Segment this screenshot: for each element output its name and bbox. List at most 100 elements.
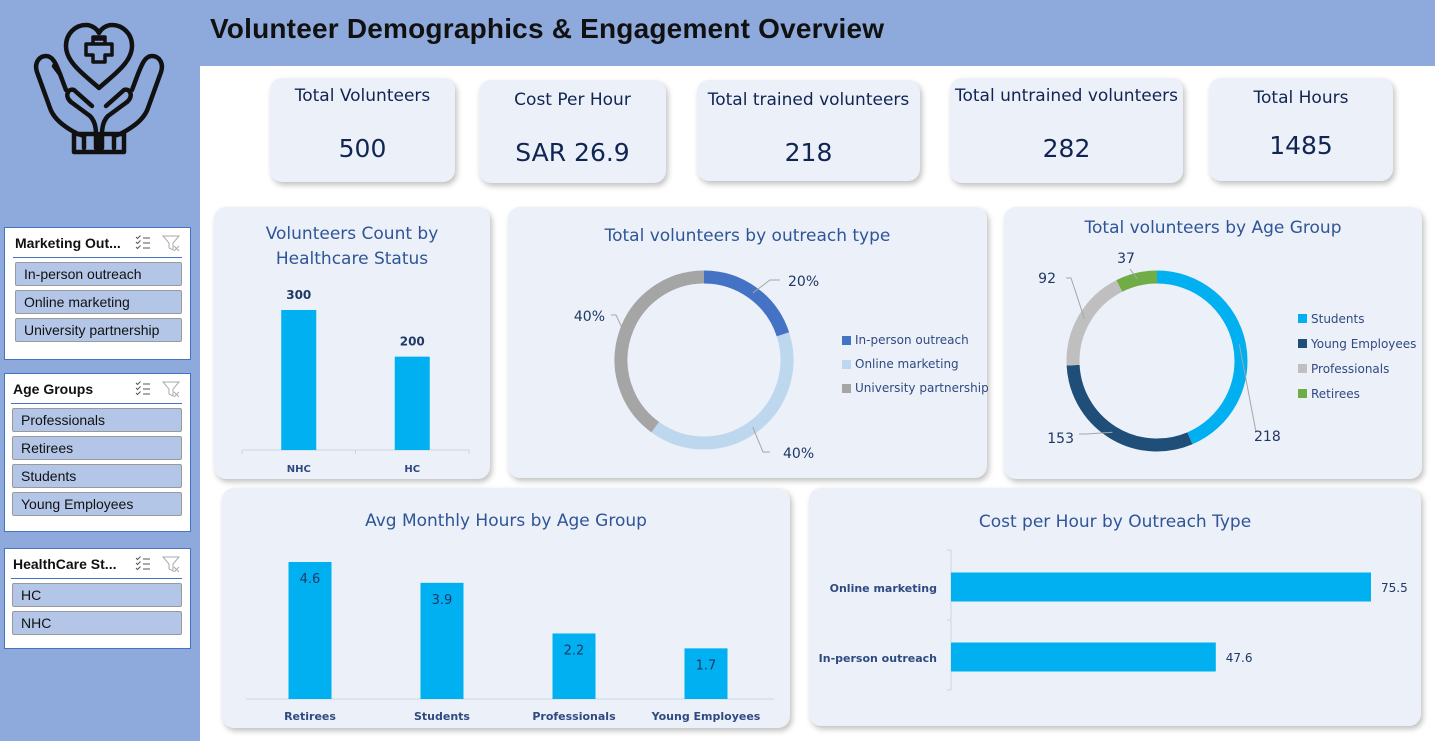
legend-swatch <box>1298 339 1307 348</box>
kpi-cost-per-hour: Cost Per Hour SAR 26.9 <box>479 80 666 183</box>
multi-select-icon[interactable] <box>134 380 152 398</box>
legend-swatch <box>842 383 851 393</box>
cost-per-hour-bar-chart: 75.5 Online marketing 47.6 In-person outrea… <box>819 549 1408 691</box>
chart-age-group: Total volunteers by Age Group 218 153 92 37… <box>1004 207 1422 479</box>
legend-item-professionals: Professionals <box>1298 356 1416 381</box>
slicer-header: Marketing Out... <box>13 228 182 258</box>
chart-healthcare-status: Volunteers Count by Healthcare Status 30… <box>214 207 490 479</box>
kpi-label: Total Hours <box>1253 88 1349 108</box>
slice-students <box>1156 270 1248 445</box>
bar-nhc <box>281 310 317 450</box>
multi-select-icon[interactable] <box>134 555 152 573</box>
legend-item-online-marketing: Online marketing <box>842 352 989 376</box>
kpi-label: Total trained volunteers <box>707 90 910 110</box>
legend-label: Professionals <box>1311 361 1390 376</box>
chart-cost-per-hour: Cost per Hour by Outreach Type 75.5 Onlin… <box>809 488 1421 726</box>
legend-swatch <box>842 359 851 369</box>
kpi-value: SAR 26.9 <box>515 138 630 167</box>
slice-young-employees <box>1066 364 1193 452</box>
data-label: 2.2 <box>564 643 585 658</box>
monthly-hours-bar-chart: 4.6 Retirees 3.9 Students 2.2 Professionals 1.… <box>246 562 774 723</box>
data-label: 1.7 <box>696 658 717 673</box>
chart-title: Volunteers Count by Healthcare Status <box>265 224 439 269</box>
slicer-header: Age Groups <box>11 374 182 404</box>
leader-line <box>1129 268 1139 280</box>
x-tick-label: NHC <box>287 464 311 475</box>
legend-swatch <box>1298 364 1307 373</box>
slice-university-partnership <box>614 270 705 433</box>
legend-swatch <box>1298 389 1307 398</box>
slicer-title: HealthCare St... <box>13 556 117 572</box>
legend-item-retirees: Retirees <box>1298 381 1416 406</box>
data-label: 4.6 <box>300 572 321 587</box>
x-tick-label: Professionals <box>532 710 616 723</box>
healthcare-bar-chart: 300 NHC 200 HC <box>241 288 470 475</box>
clear-filter-icon[interactable] <box>162 234 180 252</box>
data-label: 92 <box>1038 271 1056 287</box>
slicer-item-nhc[interactable]: NHC <box>12 611 182 635</box>
legend-item-young-employees: Young Employees <box>1298 331 1416 356</box>
slicer-item-online-marketing[interactable]: Online marketing <box>15 290 182 314</box>
x-tick-label: Young Employees <box>651 710 761 723</box>
slicer-age-groups: Age Groups Professionals Retirees Studen… <box>4 373 191 532</box>
bar-in-person-outreach <box>951 642 1216 672</box>
legend-label: Online marketing <box>855 357 959 371</box>
page-title: Volunteer Demographics & Engagement Over… <box>210 13 885 44</box>
slicer-marketing-outreach: Marketing Out... In-person outreach Onli… <box>4 227 191 360</box>
sidebar: Marketing Out... In-person outreach Onli… <box>0 0 200 741</box>
leader-line <box>1079 431 1113 435</box>
kpi-total-hours: Total Hours 1485 <box>1209 78 1393 181</box>
kpi-value: 1485 <box>1269 131 1333 160</box>
legend-label: Students <box>1311 311 1365 326</box>
slicer-item-professionals[interactable]: Professionals <box>12 408 182 432</box>
slicer-item-hc[interactable]: HC <box>12 583 182 607</box>
kpi-label: Cost Per Hour <box>514 90 631 110</box>
chart-title: Total volunteers by Age Group <box>1084 218 1342 238</box>
age-donut-chart: 218 153 92 37 <box>1038 251 1281 452</box>
slicer-title: Age Groups <box>13 381 94 397</box>
legend-label: Young Employees <box>1311 336 1417 351</box>
chart-avg-monthly-hours: Avg Monthly Hours by Age Group 4.6 Retire… <box>222 488 790 728</box>
slicer-item-university-partnership[interactable]: University partnership <box>15 318 182 342</box>
chart-title: Cost per Hour by Outreach Type <box>978 512 1252 532</box>
clear-filter-icon[interactable] <box>162 555 180 573</box>
kpi-label: Total Volunteers <box>294 86 431 106</box>
legend-item-in-person-outreach: In-person outreach <box>842 328 989 352</box>
slicer-item-retirees[interactable]: Retirees <box>12 436 182 460</box>
x-tick-label: HC <box>404 464 420 475</box>
multi-select-icon[interactable] <box>134 234 152 252</box>
data-label: 37 <box>1117 251 1135 267</box>
data-label: 153 <box>1047 431 1074 447</box>
y-tick-label: Online marketing <box>830 582 937 595</box>
leader-line <box>752 279 780 294</box>
slicer-item-young-employees[interactable]: Young Employees <box>12 492 182 516</box>
clear-filter-icon[interactable] <box>162 380 180 398</box>
bar-professionals <box>552 633 596 699</box>
kpi-total-untrained-volunteers: Total untrained volunteers 282 <box>950 78 1183 183</box>
kpi-total-volunteers: Total Volunteers 500 <box>270 78 455 182</box>
outreach-legend: In-person outreach Online marketing Univ… <box>842 328 989 400</box>
slicer-title: Marketing Out... <box>15 235 121 251</box>
legend-item-students: Students <box>1298 306 1416 331</box>
kpi-label: Total untrained volunteers <box>954 86 1179 106</box>
bar-hc <box>394 356 430 450</box>
slicer-item-students[interactable]: Students <box>12 464 182 488</box>
header-bar: Volunteer Demographics & Engagement Over… <box>200 0 1435 66</box>
age-legend: Students Young Employees Professionals R… <box>1298 306 1416 406</box>
data-label: 40% <box>574 309 605 325</box>
data-label: 75.5 <box>1381 581 1408 595</box>
data-label: 40% <box>783 446 814 462</box>
x-tick-label: Retirees <box>284 710 336 723</box>
kpi-value: 218 <box>784 138 833 167</box>
legend-label: Retirees <box>1311 386 1360 401</box>
x-tick-label: Students <box>414 710 470 723</box>
kpi-total-trained-volunteers: Total trained volunteers 218 <box>697 80 920 181</box>
legend-label: In-person outreach <box>855 333 969 347</box>
legend-swatch <box>842 335 851 345</box>
chart-title: Total volunteers by outreach type <box>604 226 891 246</box>
legend-swatch <box>1298 314 1307 323</box>
hands-heart-cross-icon <box>33 22 165 155</box>
slicer-item-in-person-outreach[interactable]: In-person outreach <box>15 262 182 286</box>
leader-line <box>1066 277 1085 319</box>
bar-retirees <box>288 562 332 699</box>
